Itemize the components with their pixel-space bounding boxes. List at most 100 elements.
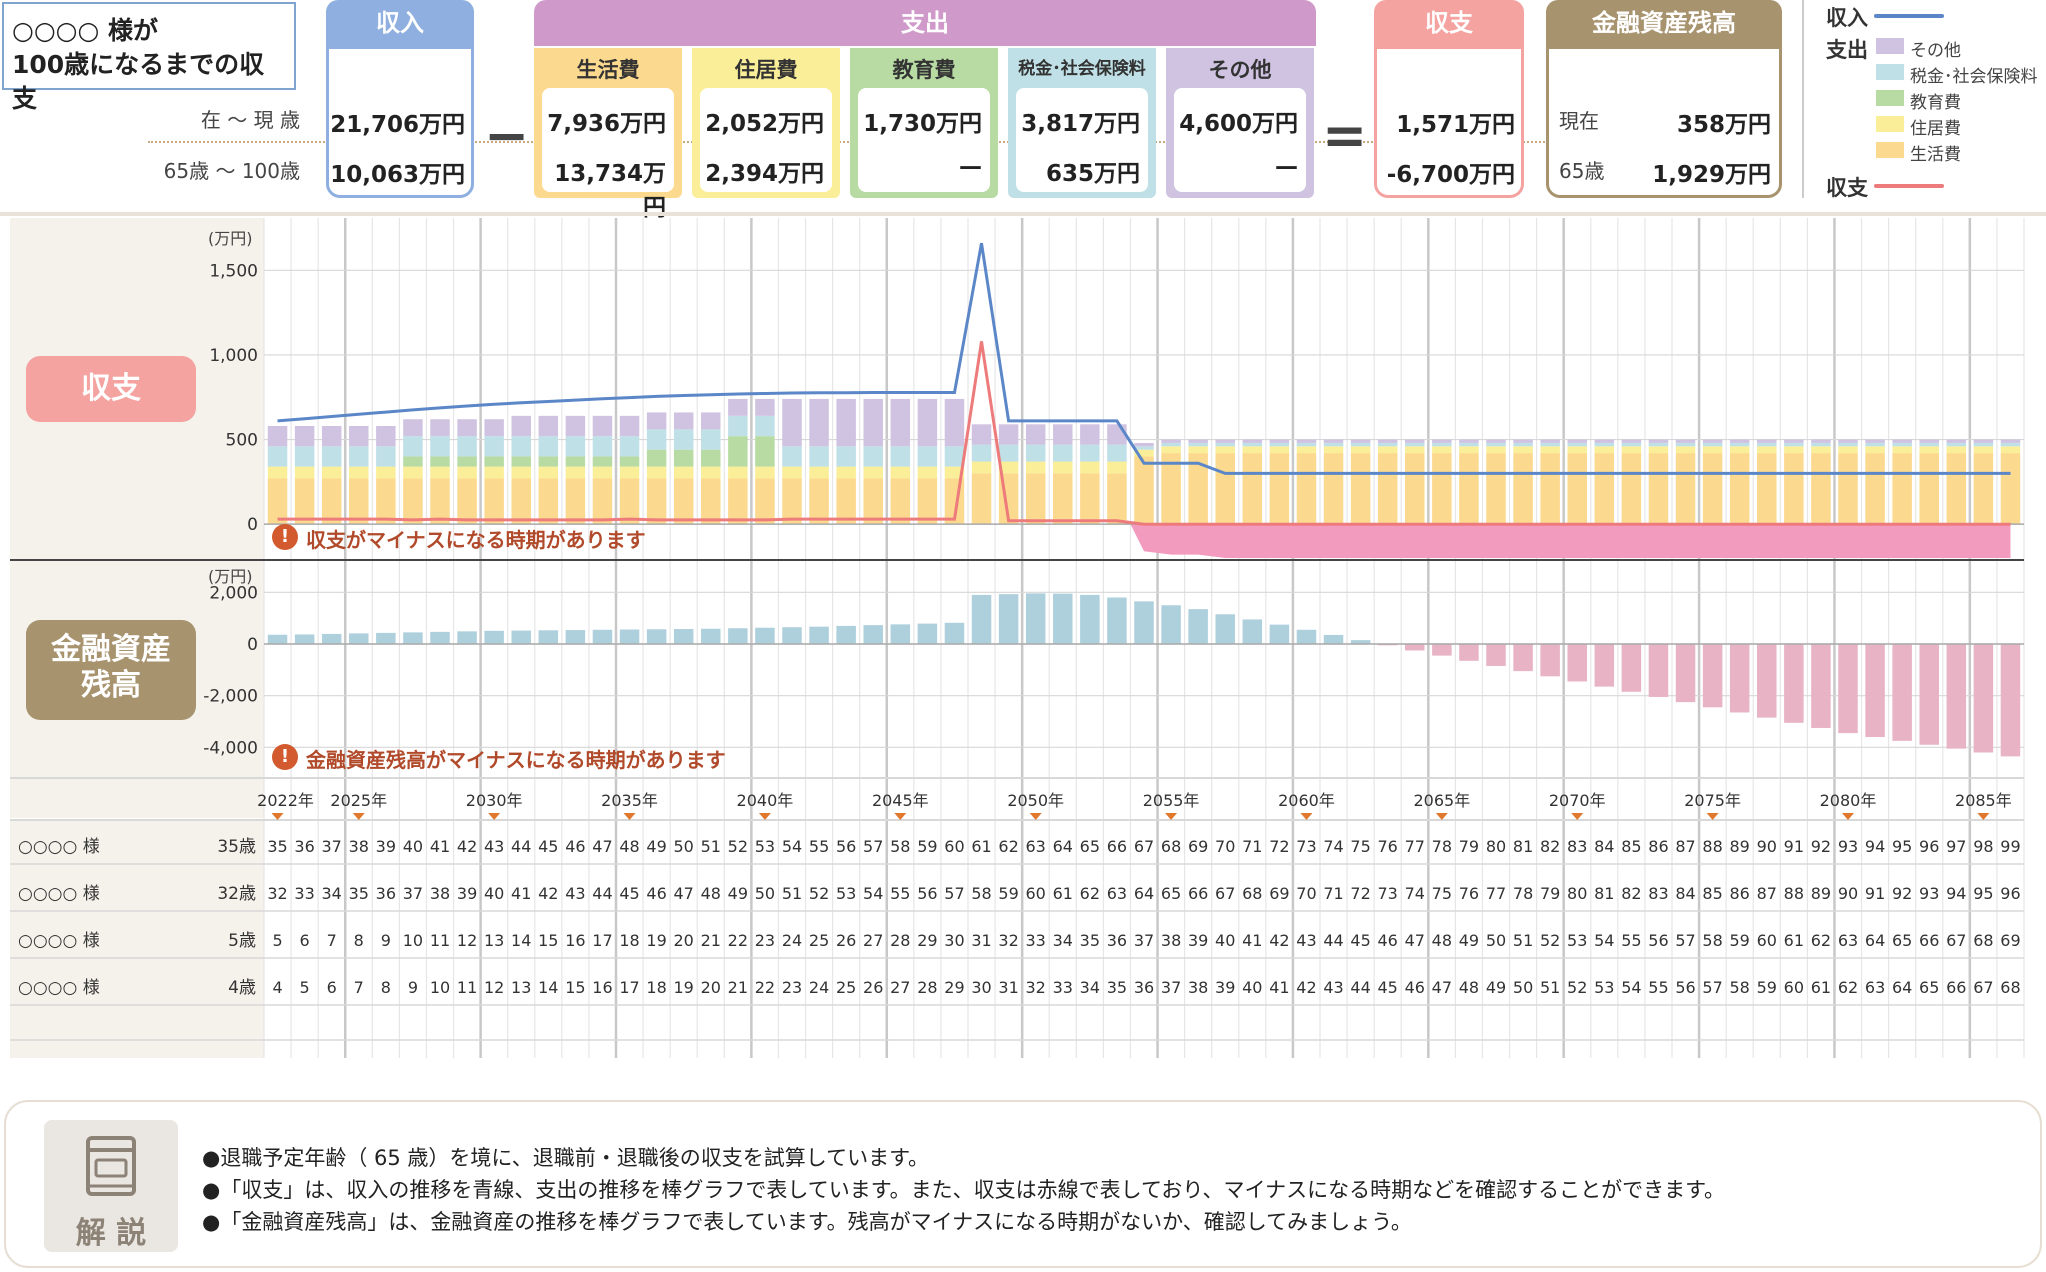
asset-bar [267, 634, 288, 644]
asset-bar [1161, 605, 1181, 644]
expense-bar-segment [1675, 453, 1696, 525]
balance-header: 収支 [1374, 0, 1524, 46]
expense-bar-segment [484, 466, 504, 479]
explanation-line-1: ●退職予定年齢（ 65 歳）を境に、退職前・退職後の収支を試算しています。 [202, 1146, 930, 1170]
expense-value-box-5: 4,600万円 — [1174, 88, 1306, 192]
expense-bar-segment [1973, 439, 1994, 443]
expense-bar-segment [538, 415, 559, 437]
table-age-cell: 66 [1107, 837, 1127, 856]
table-age-cell: 68 [1242, 884, 1262, 903]
table-age-cell: 43 [484, 837, 504, 856]
table-age-cell: 35 [1107, 978, 1127, 997]
table-age-cell: 30 [971, 978, 991, 997]
book-icon [86, 1136, 136, 1196]
table-age-cell: 65 [1892, 931, 1912, 950]
table-age-cell: 18 [646, 978, 666, 997]
table-age-cell: 79 [1459, 837, 1479, 856]
table-age-cell: 65 [1080, 837, 1100, 856]
expense-bar-segment [1161, 446, 1181, 454]
expense-bar-segment [457, 456, 477, 467]
expense-bar-segment [1486, 446, 1506, 454]
expense-bar-segment [755, 415, 775, 437]
table-age-cell: 10 [430, 978, 450, 997]
table-age-cell: 48 [701, 884, 721, 903]
assets-panel-label-1: 金融資産 [51, 632, 171, 667]
table-age-cell: 40 [1242, 978, 1262, 997]
table-age-cell: 47 [1405, 931, 1425, 950]
expense-bar-segment [1242, 439, 1263, 443]
expense-bar-segment [1486, 453, 1506, 525]
expense-bar-segment [1946, 439, 1967, 443]
table-age-cell: 67 [1973, 978, 1993, 997]
assets-label-1: 現在 [1559, 109, 1599, 133]
warning-icon: ! [272, 524, 298, 550]
table-age-cell: 60 [944, 837, 964, 856]
expense-bar-segment [403, 478, 423, 525]
expense-bar-segment [971, 473, 992, 525]
table-age-cell: 22 [728, 931, 748, 950]
expense-bar-segment [728, 415, 748, 437]
expense-bar-segment [1134, 449, 1154, 457]
expense-bar-segment [321, 466, 342, 479]
table-age-cell: 59 [917, 837, 937, 856]
expense-bar-segment [1107, 424, 1127, 445]
expense-bar-segment [782, 466, 802, 479]
expense-bar-segment [592, 415, 613, 437]
table-age-cell: 10 [403, 931, 423, 950]
year-marker [1300, 813, 1313, 820]
expense-bar-segment [1540, 453, 1560, 525]
expense-bar-segment [971, 461, 992, 474]
expense-bar-segment [673, 466, 694, 479]
table-age-cell: 52 [809, 884, 829, 903]
table-age-cell: 94 [1946, 884, 1966, 903]
expense-bar-segment [1432, 439, 1452, 443]
table-row-name: ○○○○ 様 [18, 978, 100, 998]
year-label: 2065年 [1413, 791, 1470, 810]
expense-bar-segment [565, 436, 586, 457]
table-row-name: ○○○○ 様 [18, 884, 100, 904]
table-age-cell: 16 [592, 978, 612, 997]
table-age-cell: 55 [809, 837, 829, 856]
expense-bar-segment [457, 436, 477, 457]
table-age-cell: 34 [1080, 978, 1100, 997]
asset-bar [565, 630, 586, 644]
expense-bar-segment [484, 436, 504, 457]
expense-bar-segment [2000, 446, 2021, 454]
table-age-cell: 77 [1486, 884, 1506, 903]
table-age-cell: 13 [484, 931, 504, 950]
asset-bar [1675, 644, 1696, 703]
table-age-cell: 22 [755, 978, 775, 997]
asset-bar [1405, 644, 1425, 651]
table-age-cell: 38 [1188, 978, 1208, 997]
expense-bar-segment [701, 429, 721, 450]
table-age-cell: 67 [1215, 884, 1235, 903]
balance-line [277, 341, 2011, 526]
expense-bar-segment [1215, 446, 1235, 454]
expense-bar-segment [565, 466, 586, 479]
table-age-cell: 21 [728, 978, 748, 997]
table-age-cell: 63 [1838, 931, 1858, 950]
table-age-cell: 69 [1269, 884, 1289, 903]
table-age-cell: 46 [1405, 978, 1425, 997]
expense-bar-segment [646, 449, 667, 467]
table-age-cell: 11 [457, 978, 477, 997]
table-age-cell: 61 [1811, 978, 1831, 997]
expense-bar-segment [1025, 444, 1046, 462]
expense-bar-segment [1215, 439, 1235, 443]
assets-header: 金融資産残高 [1546, 0, 1782, 46]
chart2-ytick: 0 [247, 635, 258, 655]
expense-column-1: 生活費 7,936万円 13,734万円 [534, 48, 682, 221]
table-age-cell: 55 [1621, 931, 1641, 950]
table-age-cell: 96 [2000, 884, 2020, 903]
table-age-cell: 38 [349, 837, 369, 856]
table-age-cell: 52 [1540, 931, 1560, 950]
expense-value-2-3: — [959, 154, 982, 180]
expense-bar-segment [1838, 453, 1858, 525]
table-age-cell: 77 [1405, 837, 1425, 856]
expense-bar-segment [1729, 439, 1750, 443]
expense-bar-segment [809, 466, 829, 479]
expense-bar-segment [673, 478, 694, 525]
table-age-cell: 41 [1242, 931, 1262, 950]
expense-bar-segment [1025, 461, 1046, 474]
expense-bar-segment [1405, 442, 1425, 447]
